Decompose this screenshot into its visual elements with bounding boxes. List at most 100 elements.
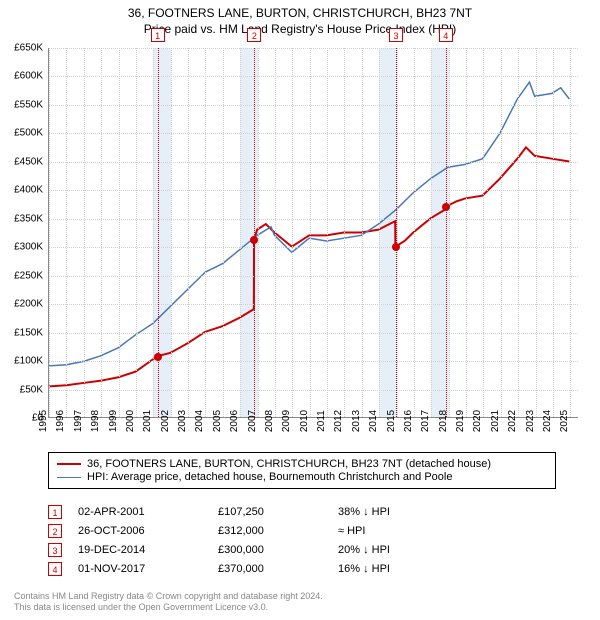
y-axis-label: £50K (20, 384, 43, 395)
x-axis-label: 2000 (125, 410, 136, 432)
x-axis-label: 1995 (38, 410, 49, 432)
sale-dot (442, 203, 450, 211)
gridline-v (66, 48, 67, 417)
x-axis-label: 2009 (281, 410, 292, 432)
x-axis-label: 1996 (55, 410, 66, 432)
x-axis-label: 2012 (333, 410, 344, 432)
gridline-v (136, 48, 137, 417)
gridline-v (310, 48, 311, 417)
event-diff: ≈ HPI (338, 525, 556, 537)
gridline-h (49, 276, 578, 277)
legend-label: HPI: Average price, detached house, Bour… (87, 471, 452, 483)
x-axis-label: 2013 (351, 410, 362, 432)
gridline-v (449, 48, 450, 417)
event-number: 1 (48, 505, 62, 519)
x-axis-label: 2021 (490, 410, 501, 432)
x-axis-label: 2011 (316, 410, 327, 432)
footer-line1: Contains HM Land Registry data © Crown c… (14, 591, 323, 603)
x-axis-label: 2019 (455, 410, 466, 432)
gridline-v (84, 48, 85, 417)
x-axis-label: 2008 (264, 410, 275, 432)
sale-dot (154, 353, 162, 361)
gridline-h (49, 247, 578, 248)
x-axis-label: 2020 (472, 410, 483, 432)
x-axis-label: 2022 (507, 410, 518, 432)
event-price: £300,000 (218, 544, 338, 556)
y-axis-label: £250K (14, 270, 43, 281)
x-axis-label: 2010 (299, 410, 310, 432)
gridline-v (171, 48, 172, 417)
x-axis-label: 2023 (524, 410, 535, 432)
gridline-h (49, 133, 578, 134)
sale-vline (158, 48, 159, 417)
gridline-v (258, 48, 259, 417)
gridline-v (344, 48, 345, 417)
gridline-v (466, 48, 467, 417)
sale-vline (446, 48, 447, 417)
x-axis-label: 2016 (403, 410, 414, 432)
y-axis-label: £400K (14, 185, 43, 196)
event-row: 102-APR-2001£107,25038% ↓ HPI (48, 502, 556, 521)
sale-marker: 2 (247, 28, 261, 42)
gridline-v (570, 48, 571, 417)
gridline-v (379, 48, 380, 417)
gridline-v (240, 48, 241, 417)
gridline-h (49, 333, 578, 334)
footer-line2: This data is licensed under the Open Gov… (14, 602, 323, 614)
x-axis-label: 1998 (90, 410, 101, 432)
gridline-v (414, 48, 415, 417)
y-axis-label: £200K (14, 299, 43, 310)
title-subtitle: Price paid vs. HM Land Registry's House … (0, 22, 600, 38)
gridline-h (49, 76, 578, 77)
gridline-h (49, 190, 578, 191)
y-axis-label: £500K (14, 128, 43, 139)
x-axis-label: 2017 (420, 410, 431, 432)
event-diff: 16% ↓ HPI (338, 563, 556, 575)
title-address: 36, FOOTNERS LANE, BURTON, CHRISTCHURCH,… (0, 6, 600, 22)
event-number: 3 (48, 543, 62, 557)
title-block: 36, FOOTNERS LANE, BURTON, CHRISTCHURCH,… (0, 0, 600, 37)
gridline-h (49, 162, 578, 163)
sale-vline (254, 48, 255, 417)
legend: 36, FOOTNERS LANE, BURTON, CHRISTCHURCH,… (48, 452, 556, 489)
x-axis-label: 1999 (107, 410, 118, 432)
x-axis-label: 2014 (368, 410, 379, 432)
y-axis-label: £650K (14, 43, 43, 54)
gridline-h (49, 219, 578, 220)
x-axis-label: 2024 (542, 410, 553, 432)
gridline-v (153, 48, 154, 417)
event-price: £312,000 (218, 525, 338, 537)
event-diff: 38% ↓ HPI (338, 506, 556, 518)
x-axis-label: 2015 (385, 410, 396, 432)
chart-container: 36, FOOTNERS LANE, BURTON, CHRISTCHURCH,… (0, 0, 600, 620)
gridline-v (205, 48, 206, 417)
gridline-v (553, 48, 554, 417)
plot: £0£50K£100K£150K£200K£250K£300K£350K£400… (48, 48, 578, 418)
x-axis-label: 2001 (142, 410, 153, 432)
sale-marker: 1 (151, 28, 165, 42)
sale-dot (250, 236, 258, 244)
gridline-h (49, 304, 578, 305)
gridline-v (275, 48, 276, 417)
gridline-v (101, 48, 102, 417)
gridline-v (49, 48, 50, 417)
x-axis-label: 2025 (559, 410, 570, 432)
gridline-h (49, 361, 578, 362)
y-axis-label: £550K (14, 99, 43, 110)
event-date: 19-DEC-2014 (78, 544, 218, 556)
y-axis-label: £450K (14, 156, 43, 167)
event-row: 226-OCT-2006£312,000≈ HPI (48, 521, 556, 540)
x-axis-label: 2002 (160, 410, 171, 432)
x-axis-label: 2006 (229, 410, 240, 432)
event-diff: 20% ↓ HPI (338, 544, 556, 556)
y-axis-label: £350K (14, 213, 43, 224)
footer: Contains HM Land Registry data © Crown c… (14, 591, 323, 614)
events-table: 102-APR-2001£107,25038% ↓ HPI226-OCT-200… (48, 502, 556, 578)
legend-swatch (57, 477, 81, 478)
gridline-v (292, 48, 293, 417)
legend-label: 36, FOOTNERS LANE, BURTON, CHRISTCHURCH,… (87, 458, 491, 470)
event-number: 4 (48, 562, 62, 576)
legend-swatch (57, 463, 81, 465)
gridline-v (119, 48, 120, 417)
event-price: £370,000 (218, 563, 338, 575)
